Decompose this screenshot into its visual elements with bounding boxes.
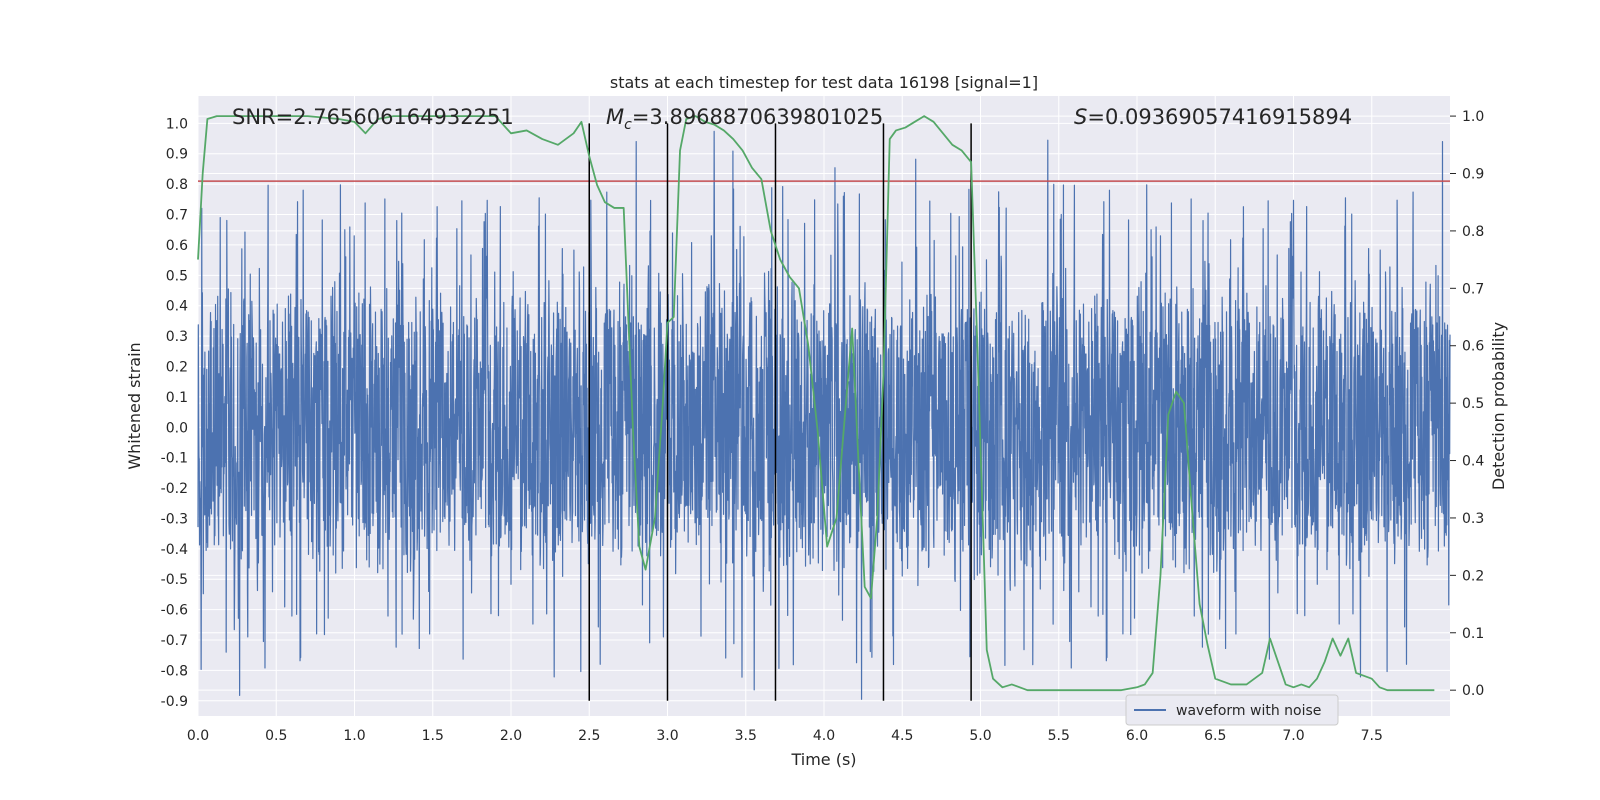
right-tick-label: 1.0 bbox=[1462, 109, 1484, 125]
right-tick-label: 0.5 bbox=[1462, 396, 1484, 412]
left-tick-label: 0.3 bbox=[166, 329, 188, 345]
right-tick-label: 0.7 bbox=[1462, 281, 1484, 297]
x-tick-label: 3.5 bbox=[735, 728, 757, 744]
x-axis-label: Time (s) bbox=[790, 750, 856, 769]
x-tick-label: 3.0 bbox=[656, 728, 678, 744]
x-tick-label: 5.0 bbox=[969, 728, 991, 744]
right-tick-label: 0.9 bbox=[1462, 167, 1484, 183]
left-tick-label: 0.6 bbox=[166, 238, 188, 254]
right-axis-ticks: 1.0 0.9 0.8 0.7 0.6 0.5 0.4 0.3 0.2 0.1 0.0 bbox=[1450, 109, 1484, 699]
right-tick-label: 0.4 bbox=[1462, 454, 1484, 470]
right-tick-label: 0.1 bbox=[1462, 626, 1484, 642]
left-tick-label: 1.0 bbox=[166, 116, 188, 132]
left-tick-label: 0.8 bbox=[166, 177, 188, 193]
waveform-series bbox=[197, 130, 1451, 700]
snr-annotation: SNR=2.765606164932251 bbox=[232, 105, 514, 129]
chart-title: stats at each timestep for test data 161… bbox=[610, 73, 1038, 92]
x-tick-label: 7.5 bbox=[1361, 728, 1383, 744]
right-tick-label: 0.2 bbox=[1462, 568, 1484, 584]
right-tick-label: 0.6 bbox=[1462, 339, 1484, 355]
left-tick-label: -0.3 bbox=[161, 511, 188, 527]
x-tick-label: 0.0 bbox=[187, 728, 209, 744]
left-axis-ticks: 1.0 0.9 0.8 0.7 0.6 0.5 0.4 0.3 0.2 0.1 0.0 -0.1 -0.… bbox=[161, 116, 188, 709]
left-tick-label: -0.8 bbox=[161, 663, 188, 679]
vertical-markers bbox=[588, 123, 972, 701]
x-tick-label: 0.5 bbox=[265, 728, 287, 744]
right-y-axis-label: Detection probability bbox=[1489, 322, 1508, 490]
left-tick-label: 0.1 bbox=[166, 390, 188, 406]
y-axis-label: Whitened strain bbox=[125, 342, 144, 469]
x-tick-label: 4.0 bbox=[813, 728, 835, 744]
legend-label-waveform: waveform with noise bbox=[1176, 703, 1321, 719]
right-tick-label: 0.3 bbox=[1462, 511, 1484, 527]
left-tick-label: -0.4 bbox=[161, 542, 188, 558]
waveform-line bbox=[197, 130, 1451, 700]
legend-box bbox=[1125, 694, 1339, 726]
probability-line bbox=[197, 115, 1435, 692]
x-tick-label: 5.5 bbox=[1048, 728, 1070, 744]
left-tick-label: -0.9 bbox=[161, 694, 188, 710]
legend: waveform with noise bbox=[1125, 694, 1339, 726]
s-annotation: S=0.09369057416915894 bbox=[1074, 105, 1352, 129]
left-tick-label: -0.6 bbox=[161, 603, 188, 619]
x-tick-label: 2.0 bbox=[500, 728, 522, 744]
left-tick-label: -0.7 bbox=[161, 633, 188, 649]
x-tick-label: 1.5 bbox=[422, 728, 444, 744]
left-tick-label: 0.9 bbox=[166, 147, 188, 163]
right-tick-label: 0.8 bbox=[1462, 224, 1484, 240]
probability-series bbox=[197, 115, 1435, 692]
left-tick-label: -0.1 bbox=[161, 451, 188, 467]
left-tick-label: -0.2 bbox=[161, 481, 188, 497]
x-axis-ticks: 0.0 0.5 1.0 1.5 2.0 2.5 3.0 3.5 4.0 4.5 5.0 5.5 6.0 6… bbox=[187, 728, 1383, 744]
chirp-mass-annotation: Mc=3.8968870639801025 bbox=[606, 105, 883, 133]
left-tick-label: 0.7 bbox=[166, 208, 188, 224]
x-tick-label: 4.5 bbox=[891, 728, 913, 744]
left-tick-label: -0.5 bbox=[161, 572, 188, 588]
left-tick-label: 0.2 bbox=[166, 359, 188, 375]
right-tick-label: 0.0 bbox=[1462, 683, 1484, 699]
left-tick-label: 0.5 bbox=[166, 268, 188, 284]
x-tick-label: 2.5 bbox=[578, 728, 600, 744]
x-tick-label: 1.0 bbox=[343, 728, 365, 744]
x-tick-label: 6.5 bbox=[1204, 728, 1226, 744]
x-tick-label: 6.0 bbox=[1126, 728, 1148, 744]
x-tick-label: 7.0 bbox=[1282, 728, 1304, 744]
left-tick-label: 0.0 bbox=[166, 420, 188, 436]
left-tick-label: 0.4 bbox=[166, 299, 188, 315]
